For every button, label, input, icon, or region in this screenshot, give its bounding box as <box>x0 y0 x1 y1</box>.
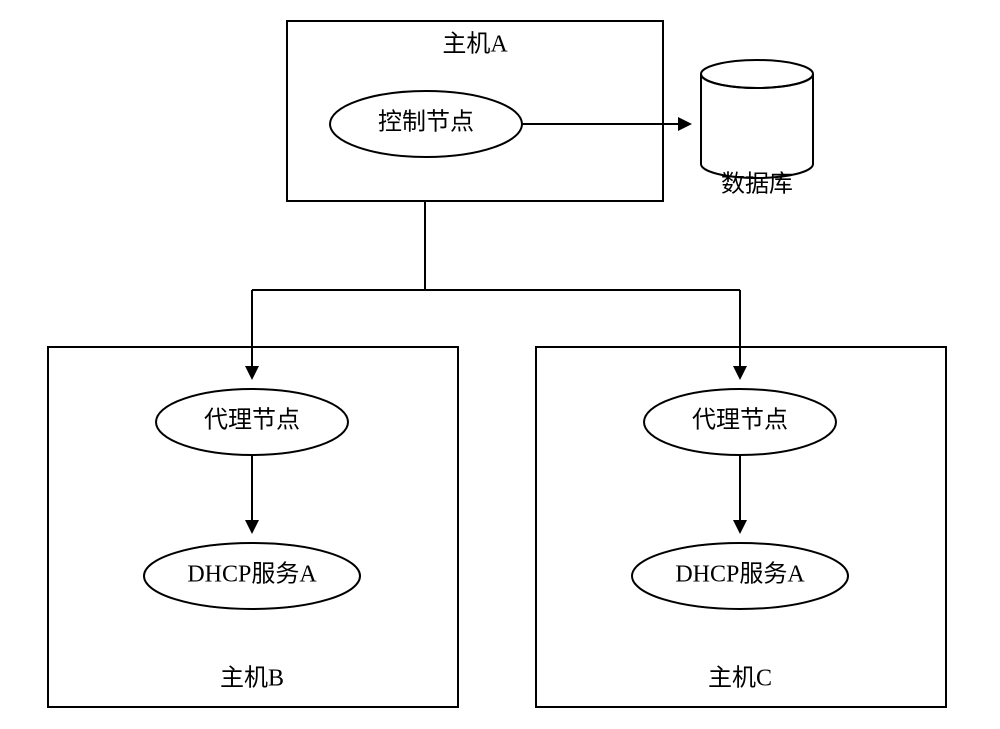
host-c-dhcp-label: DHCP服务A <box>675 561 805 588</box>
host-b-agent-label: 代理节点 <box>204 407 300 434</box>
database-cylinder <box>701 60 813 178</box>
host-c-title: 主机C <box>708 665 772 692</box>
control-node-label: 控制节点 <box>378 109 474 136</box>
connectors <box>245 117 747 534</box>
host-c-agent-label: 代理节点 <box>692 407 788 434</box>
host-b-title: 主机B <box>220 665 284 692</box>
host-a-title: 主机A <box>442 31 508 58</box>
database-label: 数据库 <box>721 171 793 198</box>
host-b-dhcp-label: DHCP服务A <box>187 561 317 588</box>
